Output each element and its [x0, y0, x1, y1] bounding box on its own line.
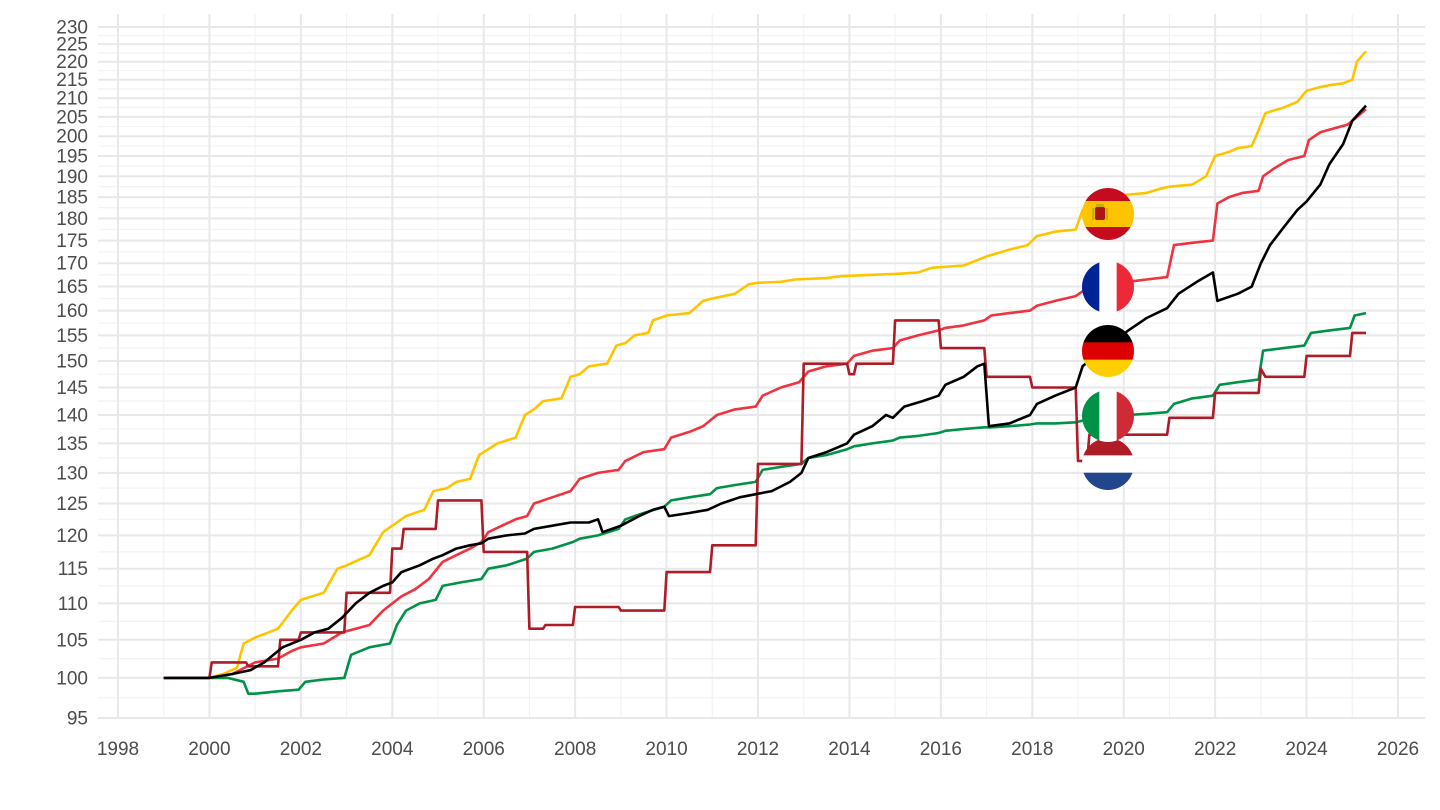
y-tick-label: 115	[58, 559, 88, 580]
netherlands-flag	[1082, 438, 1134, 490]
y-axis-tick-labels: 95 100 105 110 115 120 125 130 135 140 145 150 155 16…	[56, 18, 88, 730]
x-tick-label: 2026	[1377, 739, 1419, 760]
y-tick-label: 195	[56, 147, 88, 168]
germany-flag	[1082, 325, 1134, 377]
netherlands-series-line	[163, 319, 1366, 680]
x-tick-label: 2018	[1011, 739, 1053, 760]
y-tick-label: 175	[56, 231, 88, 252]
y-tick-label: 160	[56, 301, 88, 322]
x-tick-label: 2012	[737, 739, 779, 760]
spain-flag	[1082, 188, 1134, 240]
france-series-line	[209, 108, 1367, 680]
minor-gridlines	[98, 14, 1425, 718]
y-tick-label: 170	[56, 254, 88, 275]
coat-of-arms-icon	[1095, 207, 1105, 220]
germany-series-line	[163, 104, 1367, 680]
y-tick-label: 230	[56, 18, 88, 39]
legend-flags	[1082, 188, 1134, 490]
y-tick-label: 105	[56, 630, 88, 651]
x-tick-label: 2006	[463, 739, 505, 760]
x-axis-tick-labels: 1998 2000 2002 2004 2006 2008 2010 2012 2014 2016…	[97, 739, 1419, 760]
x-tick-label: 2010	[645, 739, 687, 760]
y-tick-label: 125	[56, 494, 88, 515]
x-tick-label: 1998	[97, 739, 139, 760]
x-tick-label: 2004	[371, 739, 414, 760]
italy-series-line	[209, 311, 1367, 695]
y-tick-label: 135	[56, 434, 88, 455]
y-tick-label: 145	[56, 378, 88, 399]
y-tick-label: 130	[56, 463, 88, 484]
spain-series-line	[209, 50, 1367, 680]
y-tick-label: 180	[56, 209, 88, 230]
y-tick-label: 110	[58, 594, 88, 615]
y-tick-label: 120	[56, 526, 88, 547]
x-tick-label: 2016	[920, 739, 962, 760]
y-tick-label: 205	[56, 107, 88, 128]
x-tick-label: 2024	[1285, 739, 1328, 760]
y-tick-label: 100	[56, 668, 88, 689]
y-tick-label: 150	[56, 352, 88, 373]
y-tick-label: 190	[56, 167, 88, 188]
x-tick-label: 2008	[554, 739, 596, 760]
y-tick-label: 155	[56, 326, 88, 347]
x-tick-label: 2020	[1103, 739, 1145, 760]
x-tick-label: 2022	[1194, 739, 1236, 760]
y-tick-label: 220	[56, 52, 88, 73]
y-tick-label: 200	[56, 127, 88, 148]
y-tick-label: 215	[56, 70, 88, 91]
x-tick-label: 2002	[280, 739, 322, 760]
series-lines	[163, 50, 1367, 695]
france-flag	[1082, 261, 1134, 313]
y-tick-label: 165	[56, 277, 88, 298]
y-tick-label: 225	[56, 35, 88, 56]
major-gridlines	[98, 14, 1425, 719]
x-tick-label: 2000	[188, 739, 230, 760]
italy-flag	[1082, 390, 1134, 442]
y-tick-label: 95	[67, 709, 88, 730]
y-tick-label: 185	[56, 188, 88, 209]
x-tick-label: 2014	[828, 739, 871, 760]
y-tick-label: 210	[56, 89, 88, 110]
y-tick-label: 140	[56, 405, 88, 426]
